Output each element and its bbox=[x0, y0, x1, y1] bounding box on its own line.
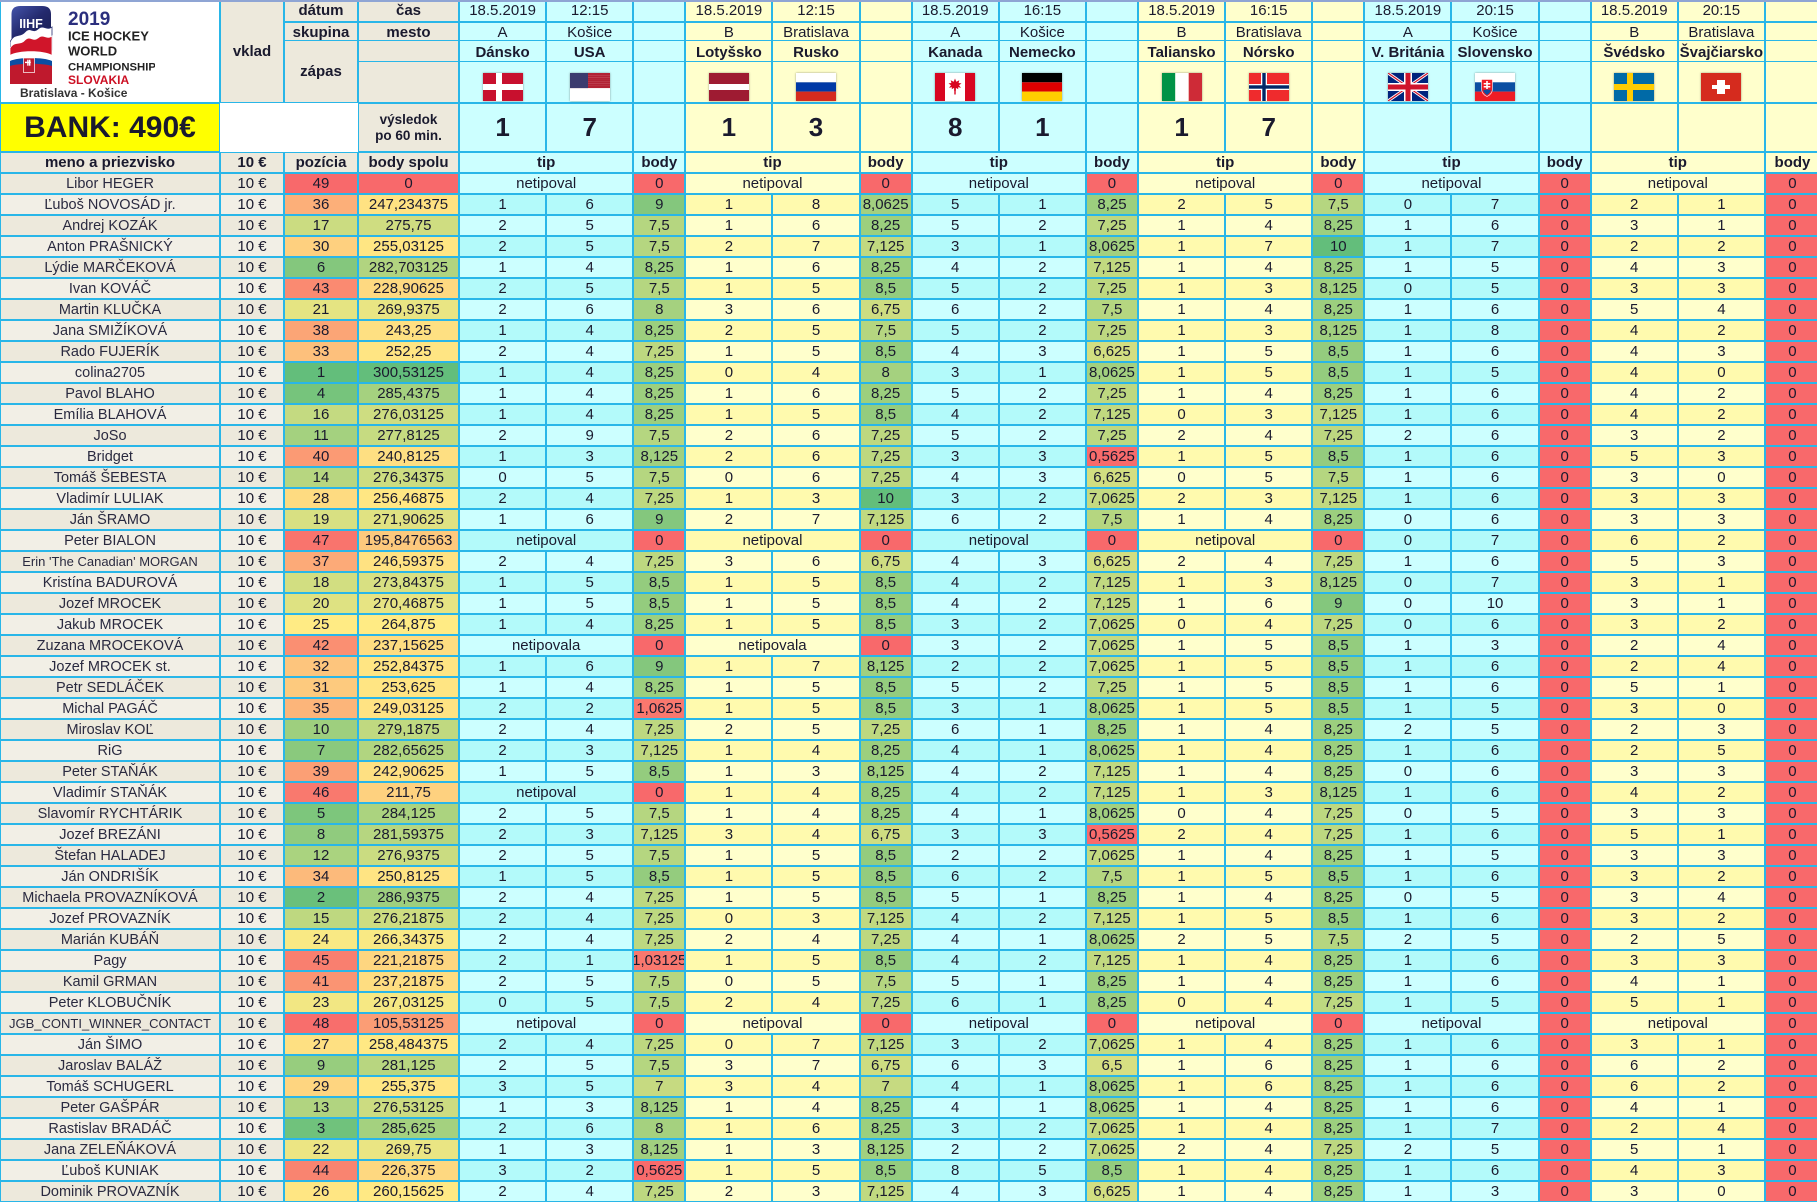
svg-text:CHAMPIONSHIP: CHAMPIONSHIP bbox=[68, 62, 155, 74]
svg-text:ICE HOCKEY: ICE HOCKEY bbox=[68, 29, 149, 44]
svg-text:2019: 2019 bbox=[68, 9, 110, 30]
svg-text:SLOVAKIA: SLOVAKIA bbox=[68, 73, 129, 87]
svg-text:WORLD: WORLD bbox=[68, 44, 117, 59]
